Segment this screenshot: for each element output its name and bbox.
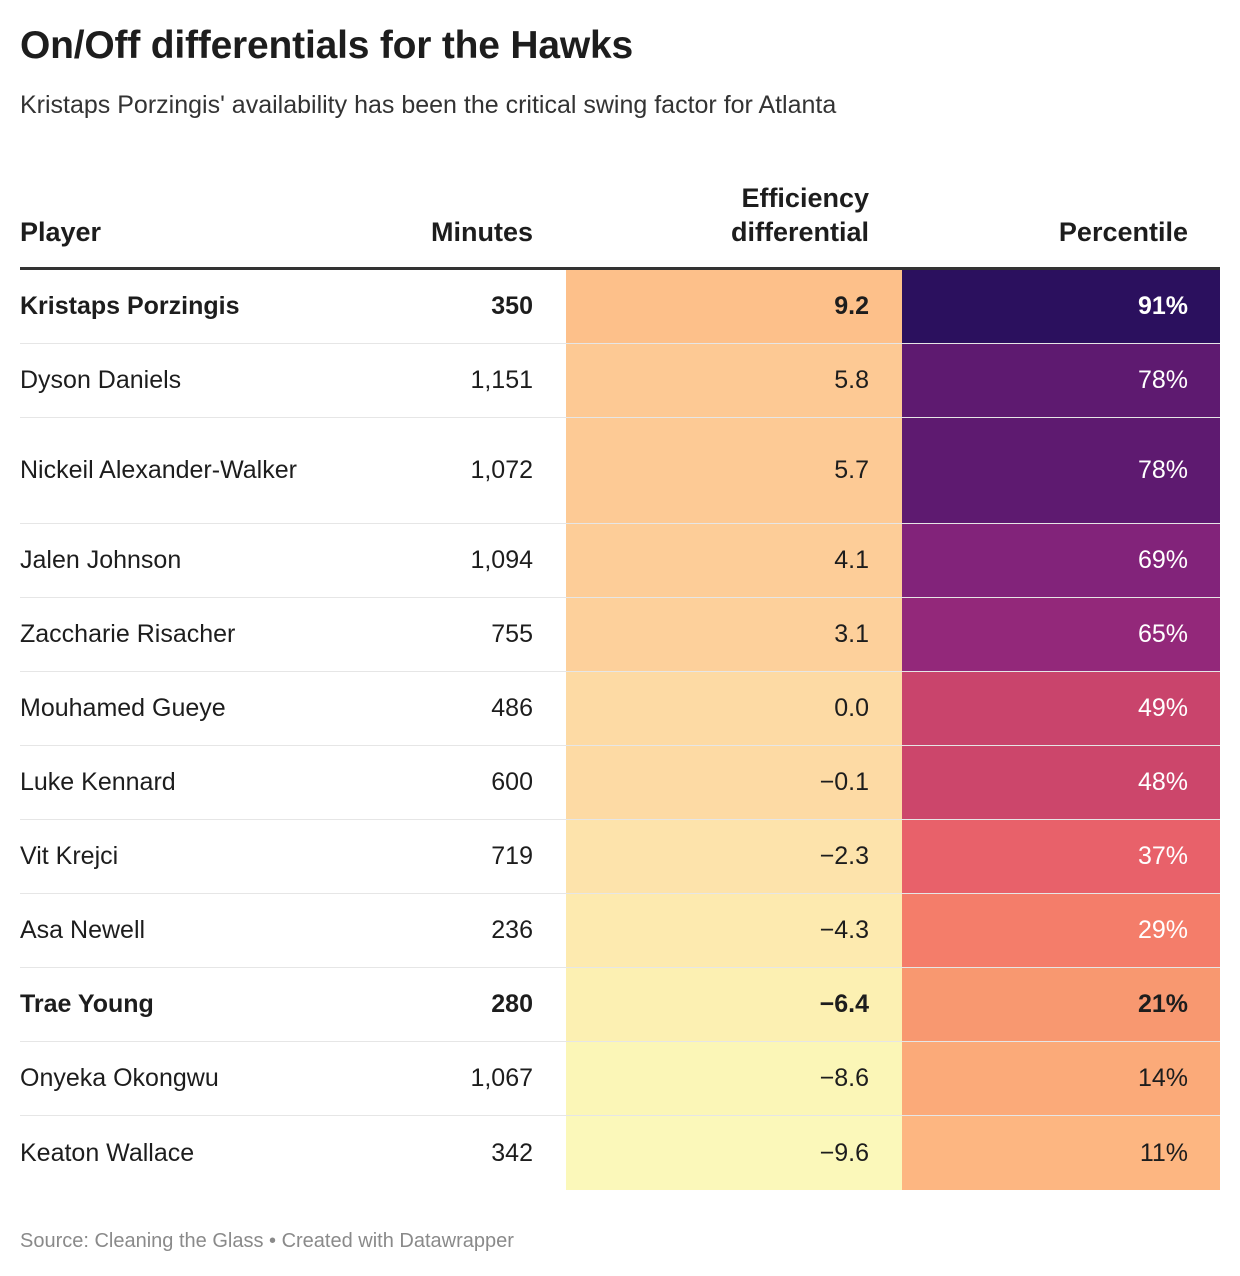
source-footer: Source: Cleaning the Glass • Created wit…: [20, 1230, 514, 1252]
player-cell: Vit Krejci: [20, 842, 119, 870]
column-header-efficiency[interactable]: Efficiency differential: [730, 183, 869, 247]
efficiency-cell: 5.8: [566, 344, 902, 417]
table-row: Jalen Johnson 1,094 4.1 69%: [20, 524, 1220, 598]
efficiency-cell: −2.3: [566, 820, 902, 893]
column-header-minutes[interactable]: Minutes: [430, 217, 533, 247]
efficiency-cell: 4.1: [566, 524, 902, 597]
table-row: Onyeka Okongwu 1,067 −8.6 14%: [20, 1042, 1220, 1116]
player-cell: Asa Newell: [20, 916, 146, 944]
percentile-cell: 14%: [902, 1042, 1220, 1115]
minutes-cell: 1,072: [470, 456, 533, 484]
percentile-cell: 29%: [902, 894, 1220, 967]
efficiency-cell: −8.6: [566, 1042, 902, 1115]
percentile-cell: 65%: [902, 598, 1220, 671]
percentile-cell: 69%: [902, 524, 1220, 597]
player-cell: Luke Kennard: [20, 768, 176, 796]
minutes-cell: 280: [491, 990, 533, 1018]
table-row: Kristaps Porzingis 350 9.2 91%: [20, 270, 1220, 344]
percentile-cell: 48%: [902, 746, 1220, 819]
column-header-player[interactable]: Player: [20, 217, 102, 247]
percentile-cell: 11%: [902, 1116, 1220, 1190]
minutes-cell: 350: [491, 292, 533, 320]
chart-title: On/Off differentials for the Hawks: [20, 24, 633, 67]
minutes-cell: 1,151: [470, 366, 533, 394]
player-cell: Kristaps Porzingis: [20, 292, 240, 320]
player-cell: Zaccharie Risacher: [20, 620, 236, 648]
minutes-cell: 755: [491, 620, 533, 648]
table-body: Kristaps Porzingis 350 9.2 91% Dyson Daniels…: [20, 270, 1220, 1190]
table-row: Nickeil Alexander-Walker 1,072 5.7 78%: [20, 418, 1220, 524]
player-cell: Jalen Johnson: [20, 546, 182, 574]
percentile-cell: 37%: [902, 820, 1220, 893]
efficiency-cell: −4.3: [566, 894, 902, 967]
table-row: Keaton Wallace 342 −9.6 11%: [20, 1116, 1220, 1190]
efficiency-cell: 5.7: [566, 418, 902, 523]
percentile-cell: 91%: [902, 270, 1220, 343]
chart-subtitle: Kristaps Porzingis' availability has bee…: [20, 91, 837, 119]
player-cell: Dyson Daniels: [20, 366, 182, 394]
data-table: Player Minutes Efficiency differential Pe…: [20, 170, 1220, 1190]
table-row: Dyson Daniels 1,151 5.8 78%: [20, 344, 1220, 418]
percentile-cell: 78%: [902, 418, 1220, 523]
minutes-cell: 719: [491, 842, 533, 870]
table-row: Vit Krejci 719 −2.3 37%: [20, 820, 1220, 894]
minutes-cell: 1,094: [470, 546, 533, 574]
percentile-cell: 49%: [902, 672, 1220, 745]
efficiency-cell: 3.1: [566, 598, 902, 671]
percentile-cell: 21%: [902, 968, 1220, 1041]
efficiency-cell: 0.0: [566, 672, 902, 745]
column-header-percentile[interactable]: Percentile: [1058, 217, 1188, 247]
minutes-cell: 486: [491, 694, 533, 722]
table-row: Trae Young 280 −6.4 21%: [20, 968, 1220, 1042]
efficiency-cell: −9.6: [566, 1116, 902, 1190]
minutes-cell: 342: [491, 1138, 533, 1167]
table-row: Mouhamed Gueye 486 0.0 49%: [20, 672, 1220, 746]
table-row: Asa Newell 236 −4.3 29%: [20, 894, 1220, 968]
player-cell: Keaton Wallace: [20, 1138, 195, 1167]
efficiency-cell: −0.1: [566, 746, 902, 819]
player-cell: Nickeil Alexander-Walker: [20, 456, 297, 484]
efficiency-cell: −6.4: [566, 968, 902, 1041]
percentile-cell: 78%: [902, 344, 1220, 417]
minutes-cell: 1,067: [470, 1064, 533, 1092]
player-cell: Trae Young: [20, 990, 154, 1018]
minutes-cell: 236: [491, 916, 533, 944]
player-cell: Onyeka Okongwu: [20, 1064, 219, 1092]
efficiency-cell: 9.2: [566, 270, 902, 343]
table-row: Zaccharie Risacher 755 3.1 65%: [20, 598, 1220, 672]
player-cell: Mouhamed Gueye: [20, 694, 226, 722]
table-header: Player Minutes Efficiency differential Pe…: [20, 170, 1220, 270]
minutes-cell: 600: [491, 768, 533, 796]
table-row: Luke Kennard 600 −0.1 48%: [20, 746, 1220, 820]
